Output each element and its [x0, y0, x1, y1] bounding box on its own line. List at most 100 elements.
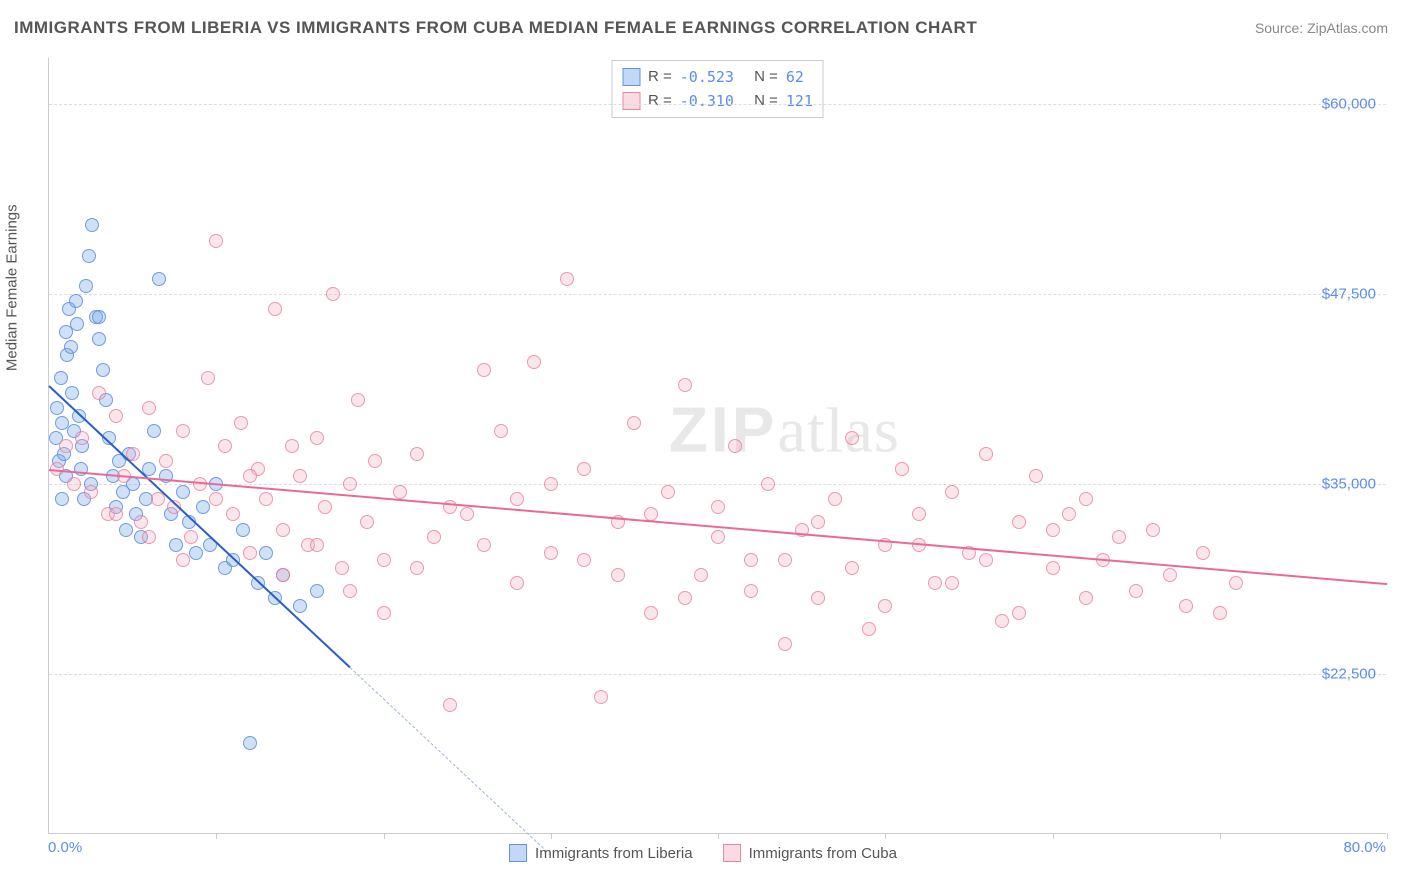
data-point-a: [310, 584, 324, 598]
x-tick-mark: [1387, 833, 1388, 839]
data-point-a: [79, 279, 93, 293]
data-point-a: [293, 599, 307, 613]
data-point-b: [945, 576, 959, 590]
r-label: R =: [648, 89, 672, 113]
data-point-b: [1079, 591, 1093, 605]
y-tick-label: $47,500: [1322, 285, 1376, 302]
series-legend: Immigrants from Liberia Immigrants from …: [509, 844, 897, 862]
data-point-b: [811, 591, 825, 605]
data-point-b: [728, 439, 742, 453]
data-point-b: [142, 401, 156, 415]
data-point-b: [276, 523, 290, 537]
data-point-b: [393, 485, 407, 499]
data-point-b: [544, 546, 558, 560]
data-point-b: [694, 568, 708, 582]
data-point-b: [1112, 530, 1126, 544]
data-point-a: [119, 523, 133, 537]
x-tick-mark: [1220, 833, 1221, 839]
data-point-a: [152, 272, 166, 286]
data-point-b: [326, 287, 340, 301]
data-point-b: [1062, 507, 1076, 521]
r-value-a: -0.523: [680, 65, 734, 89]
data-point-a: [259, 546, 273, 560]
legend-item-a: Immigrants from Liberia: [509, 844, 693, 862]
y-tick-label: $60,000: [1322, 95, 1376, 112]
gridline-h: [49, 674, 1386, 675]
data-point-b: [510, 576, 524, 590]
data-point-b: [368, 454, 382, 468]
data-point-b: [218, 439, 232, 453]
x-axis-start-label: 0.0%: [48, 839, 82, 856]
x-tick-mark: [885, 833, 886, 839]
data-point-a: [176, 485, 190, 499]
correlation-legend: R = -0.523 N = 62 R = -0.310 N = 121: [611, 60, 824, 118]
data-point-b: [778, 637, 792, 651]
data-point-a: [65, 386, 79, 400]
data-point-b: [744, 584, 758, 598]
data-point-b: [201, 371, 215, 385]
data-point-b: [209, 492, 223, 506]
data-point-a: [189, 546, 203, 560]
data-point-b: [460, 507, 474, 521]
data-point-b: [862, 622, 876, 636]
data-point-b: [845, 561, 859, 575]
watermark-bold: ZIP: [669, 394, 778, 466]
data-point-b: [1012, 515, 1026, 529]
data-point-b: [627, 416, 641, 430]
data-point-b: [343, 477, 357, 491]
data-point-b: [268, 302, 282, 316]
data-point-b: [811, 515, 825, 529]
source-prefix: Source:: [1255, 20, 1307, 36]
data-point-b: [184, 530, 198, 544]
data-point-b: [1029, 469, 1043, 483]
data-point-a: [243, 736, 257, 750]
data-point-a: [54, 371, 68, 385]
gridline-h: [49, 104, 1386, 105]
data-point-a: [196, 500, 210, 514]
data-point-a: [92, 310, 106, 324]
trendline: [350, 667, 551, 855]
data-point-b: [1196, 546, 1210, 560]
data-point-b: [1213, 606, 1227, 620]
data-point-b: [1046, 523, 1060, 537]
data-point-a: [70, 317, 84, 331]
x-tick-mark: [718, 833, 719, 839]
data-point-b: [134, 515, 148, 529]
x-tick-mark: [384, 833, 385, 839]
data-point-b: [995, 614, 1009, 628]
data-point-b: [276, 568, 290, 582]
data-point-b: [828, 492, 842, 506]
data-point-b: [75, 431, 89, 445]
data-point-b: [1163, 568, 1177, 582]
data-point-b: [176, 424, 190, 438]
data-point-b: [577, 462, 591, 476]
data-point-a: [69, 294, 83, 308]
data-point-b: [494, 424, 508, 438]
n-value-a: 62: [786, 65, 804, 89]
series-a-name: Immigrants from Liberia: [535, 845, 693, 862]
data-point-b: [1229, 576, 1243, 590]
data-point-b: [560, 272, 574, 286]
data-point-b: [285, 439, 299, 453]
n-value-b: 121: [786, 89, 813, 113]
data-point-b: [226, 507, 240, 521]
data-point-b: [310, 538, 324, 552]
data-point-b: [477, 363, 491, 377]
swatch-b: [622, 92, 640, 110]
data-point-b: [744, 553, 758, 567]
data-point-a: [85, 218, 99, 232]
data-point-b: [176, 553, 190, 567]
y-tick-label: $22,500: [1322, 666, 1376, 683]
r-value-b: -0.310: [680, 89, 734, 113]
data-point-b: [109, 409, 123, 423]
data-point-b: [644, 606, 658, 620]
data-point-b: [335, 561, 349, 575]
data-point-b: [544, 477, 558, 491]
data-point-b: [377, 606, 391, 620]
watermark: ZIPatlas: [669, 393, 900, 468]
data-point-b: [259, 492, 273, 506]
data-point-a: [169, 538, 183, 552]
data-point-b: [1146, 523, 1160, 537]
data-point-b: [67, 477, 81, 491]
data-point-b: [92, 386, 106, 400]
